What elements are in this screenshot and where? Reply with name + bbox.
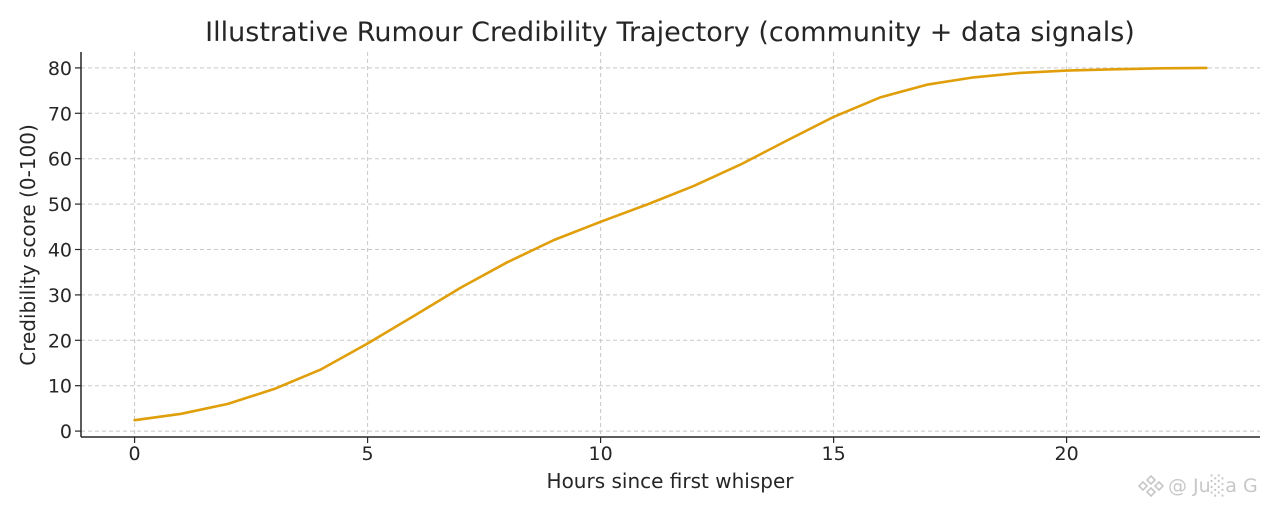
data-point [180, 413, 182, 415]
y-tick-label: 40 [48, 239, 72, 261]
x-tick-label: 10 [589, 443, 613, 465]
data-point [133, 419, 136, 422]
y-tick-label: 70 [48, 103, 72, 125]
data-point [832, 116, 835, 118]
y-tick-label: 0 [60, 421, 72, 443]
data-point [1065, 69, 1068, 72]
tick-labels: 0 5 10 15 20 0 10 20 30 40 50 60 70 80 [48, 58, 1079, 465]
data-point [599, 221, 602, 223]
data-point [1205, 67, 1208, 69]
y-tick-label: 50 [48, 194, 72, 216]
series-line [133, 66, 1208, 422]
data-point [646, 203, 648, 206]
data-point [1112, 68, 1114, 71]
data-point [553, 239, 555, 241]
chart-title: Illustrative Rumour Credibility Trajecto… [205, 17, 1135, 48]
data-point [739, 163, 742, 166]
data-point [786, 139, 788, 142]
data-point [1019, 72, 1021, 74]
x-tick-label: 5 [362, 443, 374, 465]
data-point [227, 403, 229, 405]
watermark-text: @ Ju░a G [1168, 475, 1258, 497]
x-axis-label: Hours since first whisper [547, 469, 795, 493]
y-tick-label: 80 [48, 58, 72, 80]
data-point [972, 76, 975, 79]
data-point [366, 342, 369, 345]
data-point [273, 388, 276, 390]
y-tick-label: 30 [48, 285, 72, 307]
y-tick-label: 10 [48, 376, 72, 398]
axes [75, 52, 1260, 443]
grid-lines [81, 52, 1260, 437]
y-tick-label: 20 [48, 330, 72, 352]
x-tick-label: 20 [1055, 443, 1079, 465]
data-point [1159, 67, 1161, 70]
data-point [926, 83, 928, 86]
data-point [413, 315, 416, 317]
y-tick-label: 60 [48, 149, 72, 171]
y-axis-label: Credibility score (0-100) [16, 124, 40, 366]
watermark: @ Ju░a G [1138, 474, 1258, 498]
data-point [460, 286, 462, 289]
diamond-logo-icon [1138, 474, 1164, 498]
x-tick-label: 0 [129, 443, 141, 465]
data-point [879, 96, 881, 99]
data-point [693, 185, 695, 187]
x-tick-label: 15 [822, 443, 846, 465]
plot-area [133, 66, 1208, 422]
data-point [506, 261, 509, 264]
data-point [320, 368, 322, 371]
